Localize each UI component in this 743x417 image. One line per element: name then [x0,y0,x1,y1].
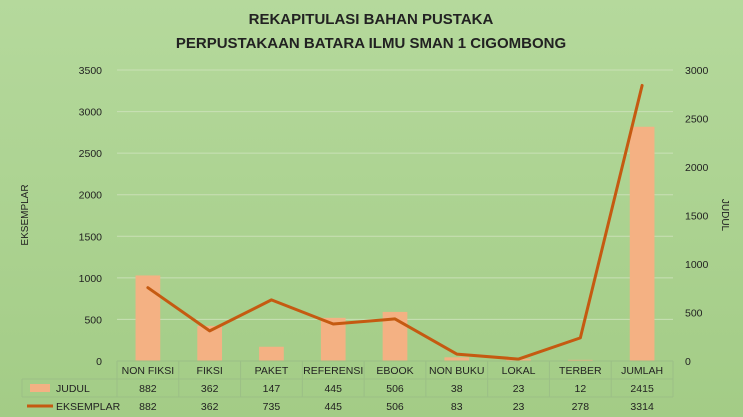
legend-label: EKSEMPLAR [56,401,121,413]
y2-tick-label: 0 [685,356,691,368]
data-label: 506 [386,401,404,413]
y-tick-label: 3500 [79,65,103,77]
data-label: 882 [139,383,157,395]
y-tick-label: 0 [96,356,102,368]
eksemplar-line-group [146,83,644,361]
x-tick-label: TERBER [559,365,602,377]
data-label: 147 [263,383,281,395]
bar-judul [567,359,593,361]
legend-label: JUDUL [56,383,90,395]
bar-judul [259,346,284,361]
x-tick-label: JUMLAH [621,365,663,377]
data-label: 38 [451,383,463,395]
data-label: 83 [451,401,463,413]
y2-axis-label: JUDUL [719,199,730,232]
y-tick-label: 1000 [79,273,103,285]
data-label: 882 [139,401,157,413]
y-tick-label: 3000 [79,107,103,119]
eksemplar-point [394,318,396,320]
y-tick-label: 2500 [79,148,103,160]
x-tick-label: PAKET [255,365,289,377]
y-axis-label: EKSEMPLAR [20,184,31,245]
eksemplar-point [456,353,458,355]
gridlines [117,69,673,320]
data-label: 2415 [630,383,654,395]
bar-judul [629,126,655,362]
eksemplar-point [209,330,211,332]
y2-tick-label: 500 [685,308,703,320]
bar-judul [444,357,470,361]
eksemplar-point [579,337,581,339]
x-tick-label: NON FIKSI [122,365,175,377]
y-tick-label: 500 [84,314,102,326]
eksemplar-line [146,83,644,361]
data-label: 23 [513,383,525,395]
data-table: NON FIKSI FIKSI PAKET REFERENSI EBOOK NON BUK… [21,360,674,413]
y2-tick-label: 3000 [685,65,709,77]
x-tick-label: LOKAL [502,365,536,377]
data-label: 23 [513,401,525,413]
data-label: 445 [324,401,342,413]
y2-tick-label: 2500 [685,114,709,126]
eksemplar-point [332,323,334,325]
data-label: 12 [574,383,586,395]
x-tick-label: EBOOK [376,365,413,377]
eksemplar-point [270,299,272,301]
data-label: 362 [201,401,219,413]
judul-bars [135,126,655,362]
y-tick-label: 2000 [79,190,103,202]
data-label: 445 [324,383,342,395]
x-tick-label: REFERENSI [303,365,363,377]
legend-swatch-judul [30,384,50,392]
chart-subtitle: PERPUSTAKAAN BATARA ILMU SMAN 1 CIGOMBON… [176,35,566,52]
eksemplar-point [147,287,149,289]
bar-judul [135,275,161,361]
axes: 0 500 1000 1500 2000 2500 3000 3500 0 500 1000 1500… [79,65,709,368]
y2-tick-label: 2000 [685,162,709,174]
eksemplar-point [641,84,643,86]
y2-tick-label: 1500 [685,211,709,223]
data-label: 3314 [630,401,654,413]
data-label: 362 [201,383,219,395]
y-tick-label: 1500 [79,231,103,243]
x-tick-label: FIKSI [197,365,223,377]
y2-tick-label: 1000 [685,259,709,271]
x-tick-label: NON BUKU [429,365,484,377]
eksemplar-point [518,358,520,360]
chart-title: REKAPITULASI BAHAN PUSTAKA [249,11,494,28]
data-label: 735 [263,401,281,413]
data-label: 278 [572,401,590,413]
data-label: 506 [386,383,404,395]
